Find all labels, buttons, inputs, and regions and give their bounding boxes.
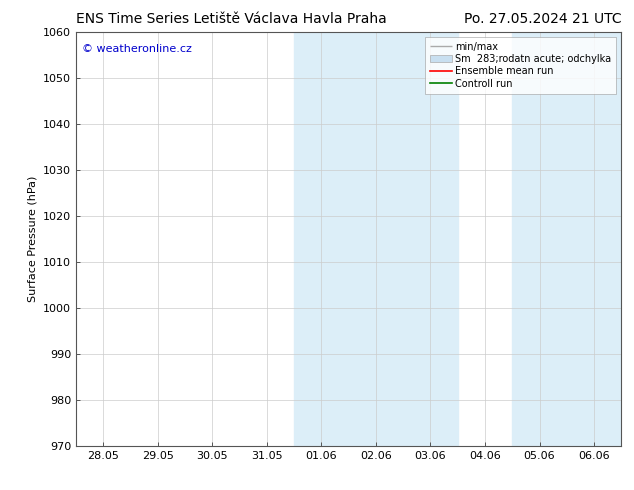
Text: ENS Time Series Letiště Václava Havla Praha: ENS Time Series Letiště Václava Havla Pr… [76, 12, 387, 26]
Text: © weatheronline.cz: © weatheronline.cz [82, 44, 191, 54]
Text: Po. 27.05.2024 21 UTC: Po. 27.05.2024 21 UTC [463, 12, 621, 26]
Bar [512, 32, 621, 446]
Bar [294, 32, 458, 446]
Legend: min/max, Sm  283;rodatn acute; odchylka, Ensemble mean run, Controll run: min/max, Sm 283;rodatn acute; odchylka, … [425, 37, 616, 94]
Y-axis label: Surface Pressure (hPa): Surface Pressure (hPa) [27, 176, 37, 302]
